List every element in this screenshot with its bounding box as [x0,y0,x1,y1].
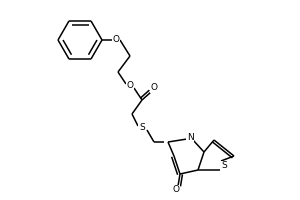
Text: O: O [112,36,119,45]
Text: S: S [221,162,227,170]
Text: S: S [139,123,145,132]
Text: O: O [127,82,134,90]
Text: N: N [187,134,194,142]
Text: O: O [151,84,158,92]
Text: O: O [172,186,179,194]
